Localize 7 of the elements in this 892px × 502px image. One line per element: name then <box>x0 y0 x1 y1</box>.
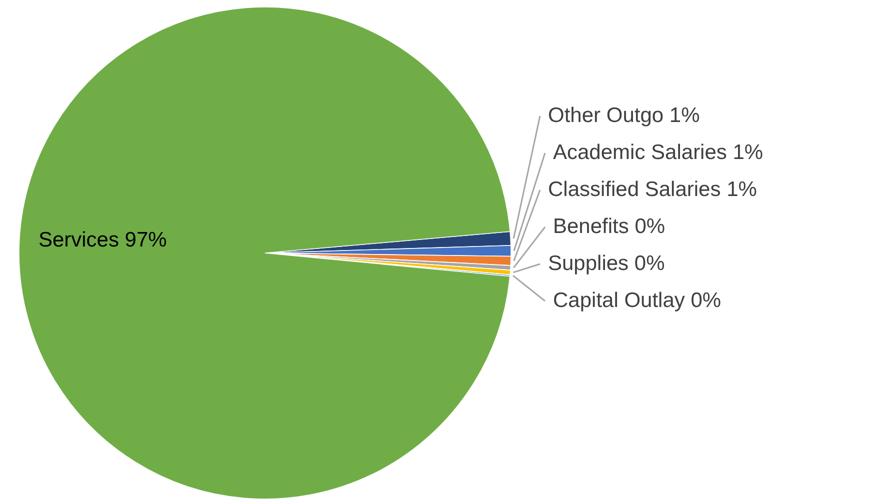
slice-label: Services 97% <box>38 228 167 252</box>
slice-label: Capital Outlay 0% <box>553 289 722 312</box>
slice-label: Supplies 0% <box>548 252 665 275</box>
slice-label: Academic Salaries 1% <box>553 141 764 164</box>
slice-label: Benefits 0% <box>553 215 666 238</box>
slice-label: Classified Salaries 1% <box>548 178 757 201</box>
slice-label: Other Outgo 1% <box>548 104 700 127</box>
